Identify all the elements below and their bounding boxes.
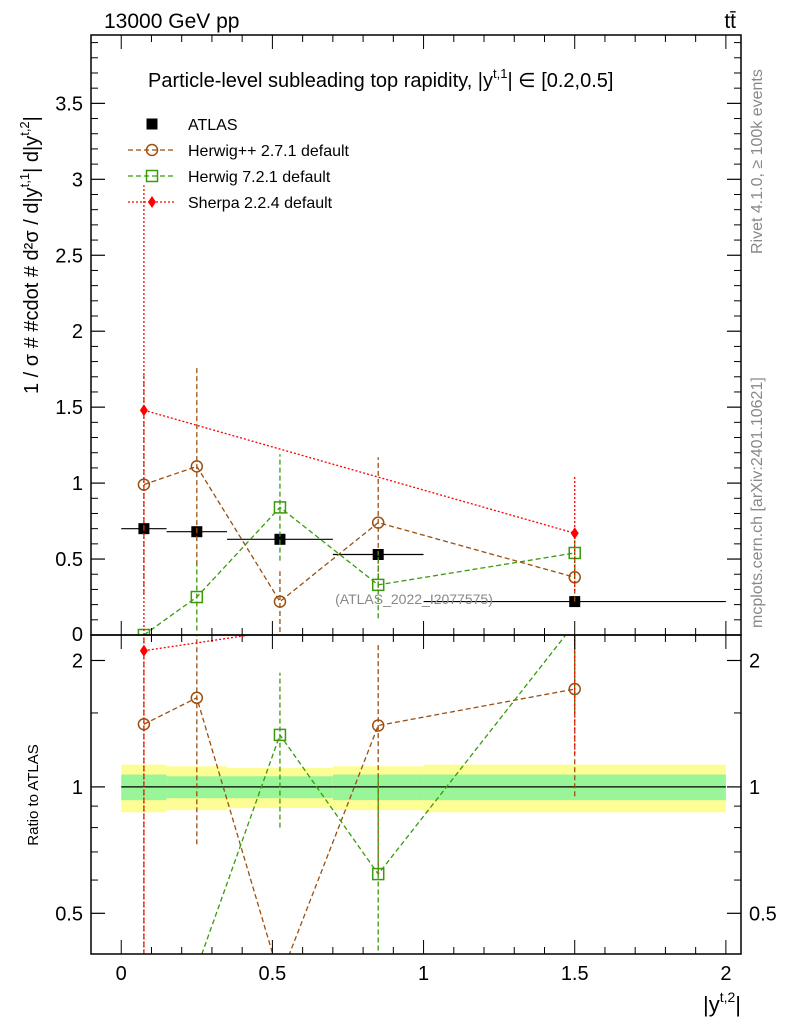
ratio-y-tick-label-right: 2 — [749, 650, 760, 672]
main-data-layer — [121, 185, 726, 635]
main-y-tick-label: 3.5 — [55, 93, 83, 115]
mcplots-source-label: mcplots.cern.ch [arXiv:2401.10621] — [749, 377, 766, 628]
legend-marker-herwig7 — [145, 169, 159, 183]
ratio-herwigpp-point — [190, 691, 204, 705]
legend-label-sherpa: Sherpa 2.2.4 default — [188, 195, 333, 212]
ratio-y-tick-label: 0.5 — [55, 903, 83, 925]
ratio-y-tick-label: 2 — [72, 650, 83, 672]
herwigpp-line — [143, 465, 575, 603]
x-tick-label: 0 — [116, 963, 127, 985]
x-tick-label: 0.5 — [258, 963, 286, 985]
main-panel: 0.5 1 1.5 2 2.5 3 3.5 0 Particle-level subleadi… — [17, 34, 742, 646]
ratio-herwig7-point — [273, 728, 287, 742]
legend: ATLAS Herwig++ 2.7.1 default Herwig 7.2.1 … — [128, 117, 350, 212]
ratio-frame — [90, 634, 742, 955]
rivet-version-label: Rivet 4.1.0, ≥ 100k events — [749, 69, 766, 254]
herwigpp-point — [371, 516, 385, 529]
process-label: tt̄ — [724, 10, 736, 33]
ratio-series-herwig7 — [201, 635, 576, 954]
ratio-y-axis-label: Ratio to ATLAS — [25, 744, 42, 845]
legend-item-herwigpp: Herwig++ 2.7.1 default — [128, 143, 350, 160]
ratio-sherpa-line — [143, 635, 254, 652]
herwigpp-point — [190, 460, 204, 473]
analysis-watermark: (ATLAS_2022_I2077575) — [335, 591, 493, 607]
ratio-herwig7-point — [371, 867, 385, 881]
atlas-point — [274, 533, 286, 545]
legend-marker-atlas — [146, 118, 158, 130]
herwigpp-point — [273, 595, 287, 608]
series-herwig7 — [137, 454, 581, 635]
legend-marker-sherpa — [148, 196, 156, 208]
x-tick-label: 1.5 — [561, 963, 589, 985]
main-y-tick-label: 3 — [72, 169, 83, 191]
herwig7-point — [371, 578, 385, 592]
ratio-herwigpp-line — [143, 688, 575, 954]
herwig7-point — [190, 590, 204, 604]
series-sherpa — [139, 185, 579, 635]
sherpa-point — [570, 527, 579, 540]
ratio-y-tick-label-right: 0.5 — [749, 903, 777, 925]
main-y-axis-label: 1 / σ # #cdot # d²σ / d|yt,1| d|yt,2| — [17, 116, 43, 394]
main-y-tick-label: 2 — [72, 321, 83, 343]
legend-item-atlas: ATLAS — [146, 117, 238, 134]
legend-marker-herwigpp — [145, 143, 159, 157]
main-y-tick-label-zero: 0 — [72, 624, 83, 646]
ratio-panel: 0.5 0.5 1 1 2 2 0 0.5 1 1.5 2 Ratio to ATLAS |yt,2… — [25, 634, 777, 1017]
ratio-y-tick-label: 1 — [72, 777, 83, 799]
x-axis-label: |yt,2| — [703, 989, 741, 1017]
main-title: Particle-level subleading top rapidity, … — [148, 66, 613, 92]
x-tick-label: 1 — [418, 963, 429, 985]
main-ticks: 0.5 1 1.5 2 2.5 3 3.5 0 — [55, 35, 741, 646]
x-tick-label: 2 — [720, 963, 731, 985]
ratio-data-layer — [121, 635, 726, 954]
ratio-ticks: 0.5 0.5 1 1 2 2 0 0.5 1 1.5 2 — [55, 635, 777, 985]
herwig7-line — [143, 506, 575, 635]
legend-item-herwig7: Herwig 7.2.1 default — [128, 169, 331, 186]
legend-label-atlas: ATLAS — [188, 117, 238, 134]
energy-label: 13000 GeV pp — [104, 10, 239, 33]
main-y-tick-label: 2.5 — [55, 245, 83, 267]
main-y-tick-label: 0.5 — [55, 549, 83, 571]
legend-item-sherpa: Sherpa 2.2.4 default — [128, 195, 333, 212]
sherpa-point — [139, 404, 148, 417]
herwig7-point — [273, 501, 287, 514]
legend-label-herwigpp: Herwig++ 2.7.1 default — [188, 143, 350, 160]
ratio-sherpa-point — [139, 644, 148, 657]
main-y-tick-label: 1.5 — [55, 397, 83, 419]
legend-label-herwig7: Herwig 7.2.1 default — [188, 169, 331, 186]
ratio-y-tick-label-right: 1 — [749, 777, 760, 799]
sherpa-line — [143, 409, 575, 534]
main-y-tick-label: 1 — [72, 473, 83, 495]
ratio-herwigpp-point — [371, 719, 385, 732]
ratio-herwig7-line — [201, 635, 567, 954]
